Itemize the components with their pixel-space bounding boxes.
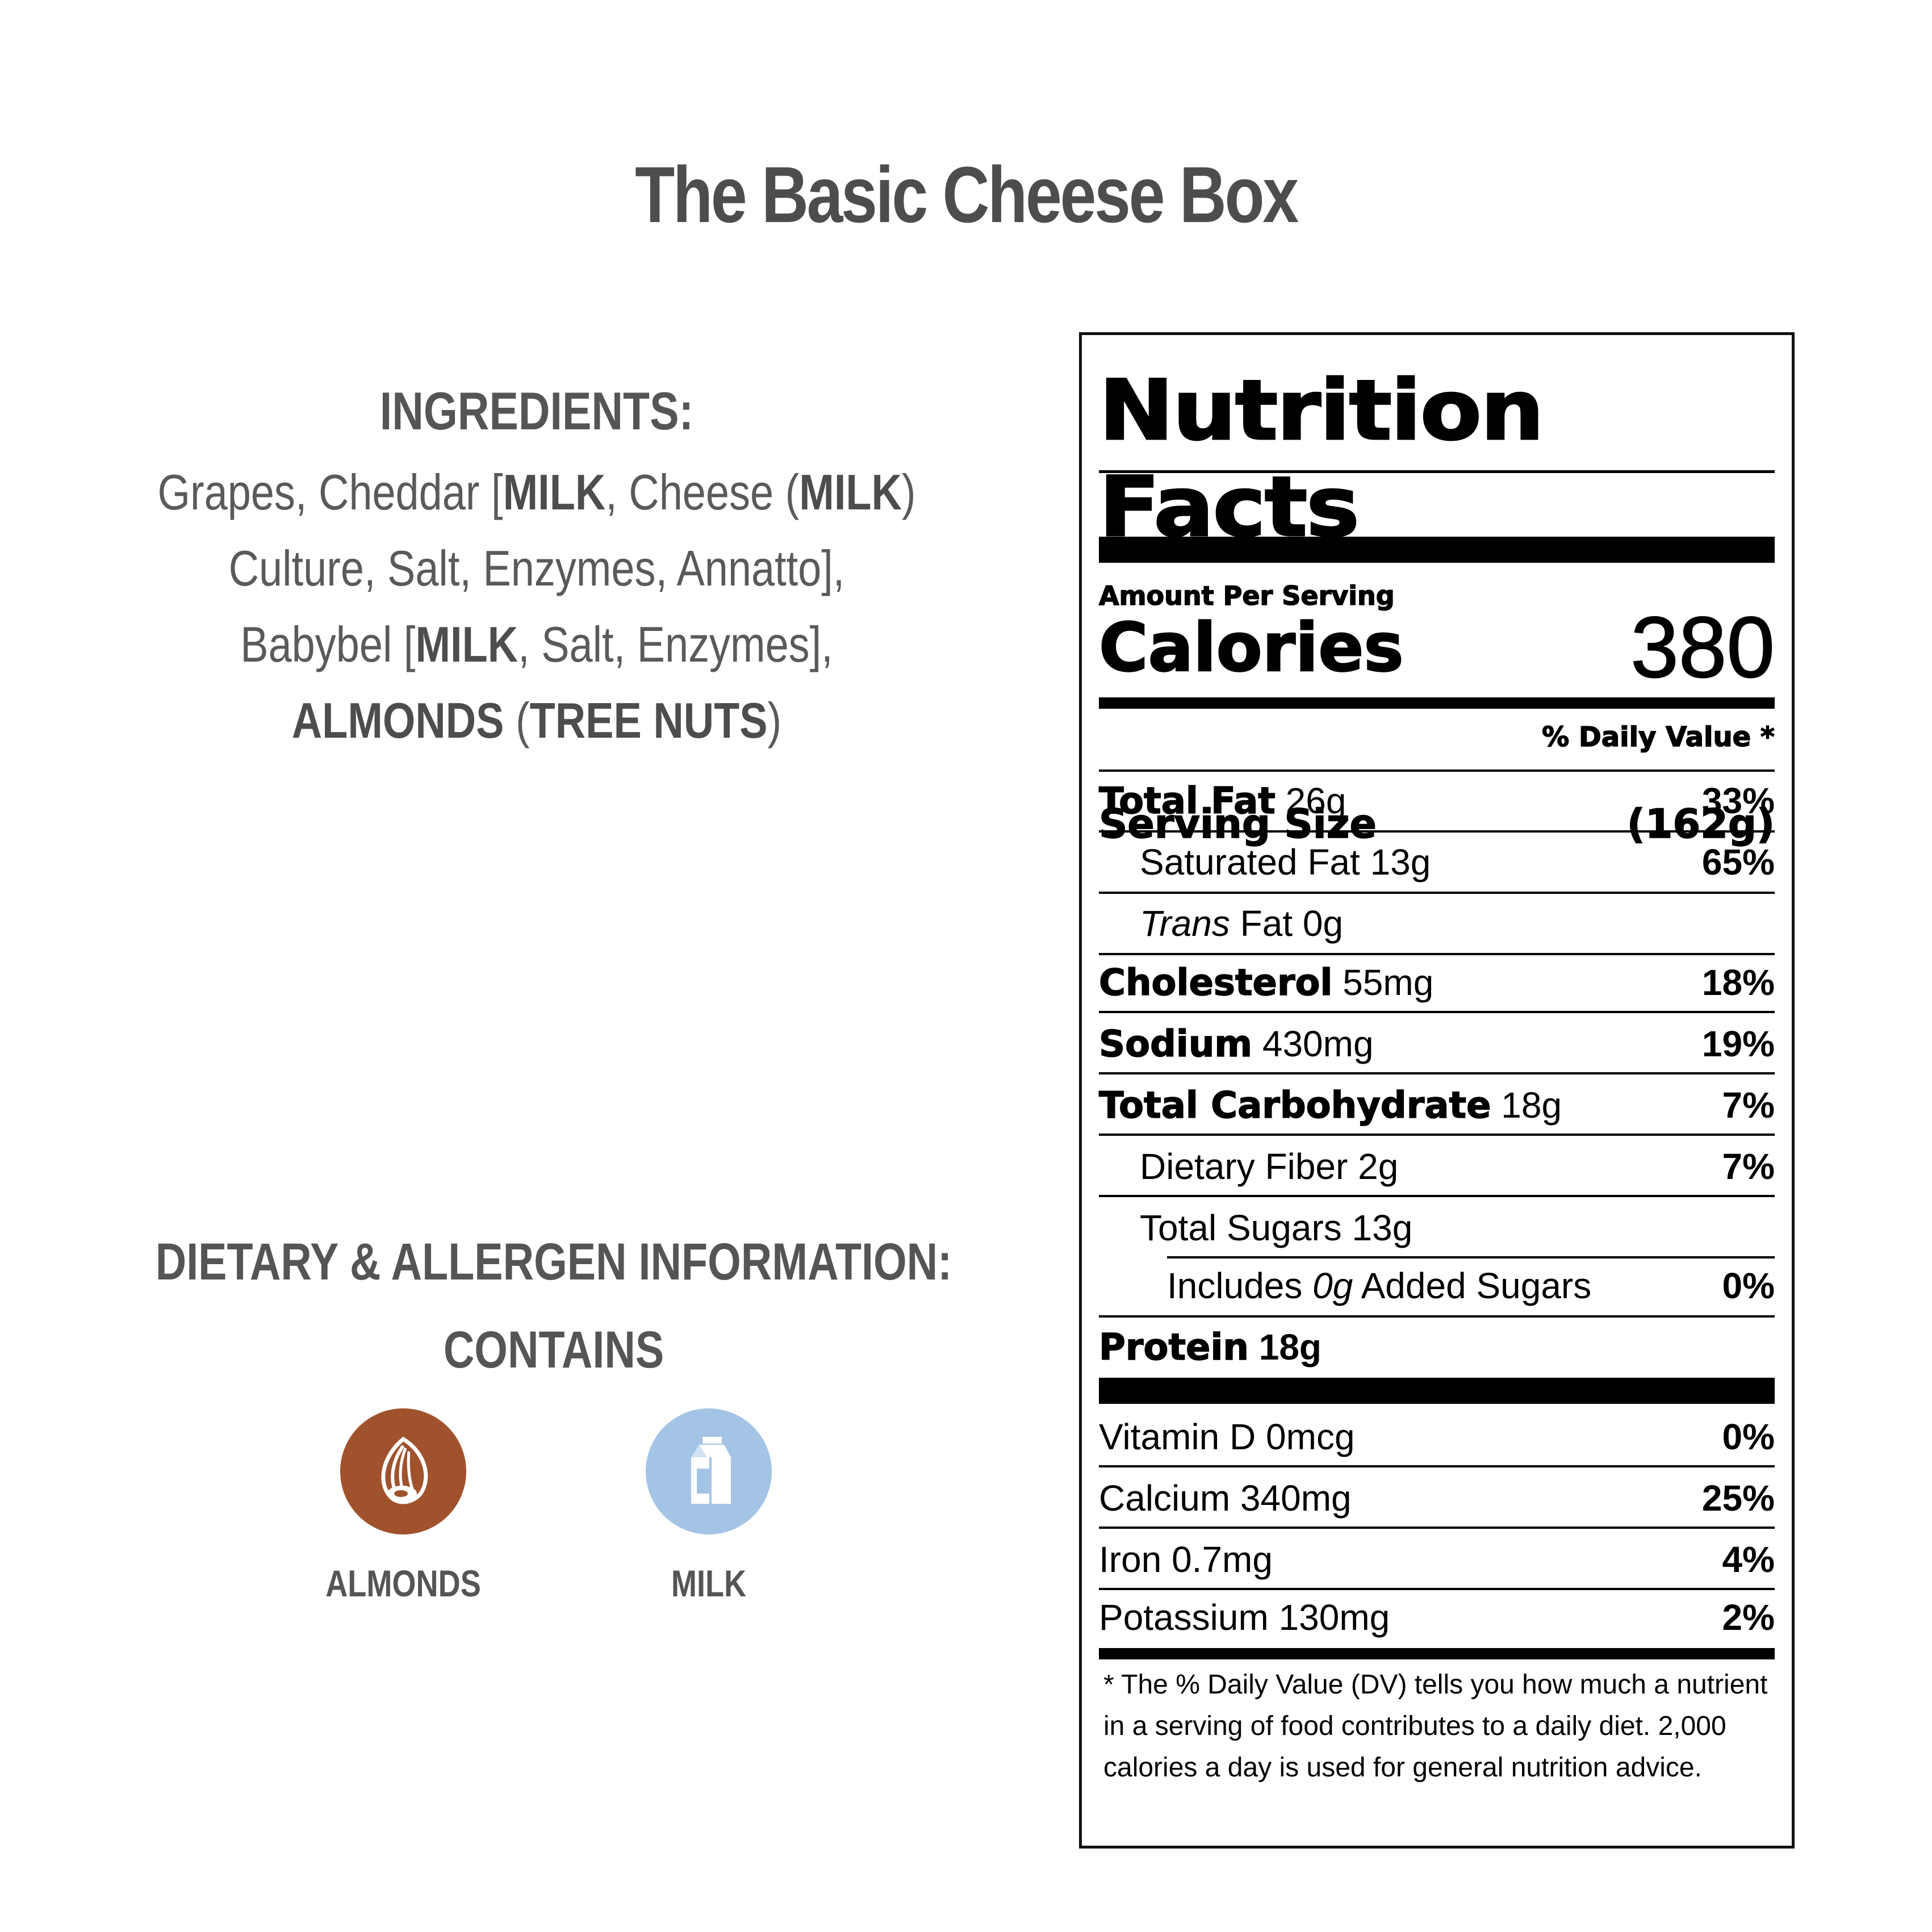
allergen-almonds: ALMONDS (284, 1408, 522, 1605)
nutrient-row-cholesterol: Cholesterol 55mg 18% (1098, 961, 1775, 1005)
divider (1099, 1072, 1775, 1074)
divider (1099, 1465, 1775, 1467)
ingredients-line-3: Babybel [MILK, Salt, Enzymes], (240, 616, 833, 672)
nutrient-row-dietary-fiber: Dietary Fiber 2g 7% (1140, 1146, 1775, 1187)
serving-size-value: (162g) (1626, 800, 1775, 848)
divider (1099, 1527, 1775, 1529)
daily-value-footnote: * The % Daily Value (DV) tells you how m… (1103, 1670, 1768, 1783)
vitamin-row-iron: Iron 0.7mg 4% (1099, 1539, 1775, 1580)
thick-divider (1099, 537, 1775, 563)
divider (1099, 1134, 1775, 1136)
divider (1099, 470, 1775, 473)
divider (1099, 1588, 1775, 1590)
nutrient-row-trans-fat: Trans Fat 0g (1140, 903, 1344, 944)
nutrition-facts-panel: Nutrition Facts Serving Size (162g) Amou… (1079, 332, 1795, 1849)
nutrient-row-sodium: Sodium 430mg 19% (1098, 1023, 1775, 1066)
product-title: The Basic Cheese Box (635, 150, 1299, 239)
nutrient-row-saturated-fat: Saturated Fat 13g 65% (1140, 842, 1775, 883)
nutrient-row-added-sugars: Includes 0g Added Sugars 0% (1167, 1265, 1775, 1306)
almond-icon (340, 1408, 466, 1534)
nutrient-row-total-carbohydrate: Total Carbohydrate 18g 7% (1098, 1084, 1775, 1127)
vitamin-row-calcium: Calcium 340mg 25% (1099, 1478, 1775, 1519)
divider (1099, 1195, 1775, 1197)
vitamin-row-potassium: Potassium 130mg 2% (1099, 1597, 1775, 1638)
ingredients-line-4: ALMONDS (TREE NUTS) (291, 692, 782, 748)
nutrient-row-protein: Protein 18g (1098, 1326, 1322, 1369)
medium-divider (1099, 697, 1775, 709)
nutrient-row-total-fat: Total Fat 26g 33% (1098, 780, 1775, 823)
medium-divider (1099, 1648, 1775, 1659)
divider (1099, 1315, 1775, 1318)
contains-heading: CONTAINS (443, 1321, 664, 1379)
calories-value: 380 (1630, 599, 1775, 696)
ingredients-line-1: Grapes, Cheddar [MILK, Cheese (MILK) (157, 464, 916, 520)
divider (1099, 892, 1775, 894)
allergen-label-milk: MILK (671, 1562, 747, 1604)
divider (1099, 1011, 1775, 1013)
vitamin-row-vitamin-d: Vitamin D 0mcg 0% (1099, 1416, 1775, 1457)
calories-row: Calories 380 (1098, 599, 1775, 696)
dietary-heading: DIETARY & ALLERGEN INFORMATION: (155, 1233, 952, 1291)
ingredients-line-2: Culture, Salt, Enzymes, Annatto], (228, 540, 845, 596)
nutrition-facts-title: Nutrition Facts (1098, 362, 1545, 557)
divider (1099, 953, 1775, 955)
serving-size-label: Serving Size (1098, 800, 1377, 848)
calories-label: Calories (1098, 608, 1404, 688)
serving-size-row: Serving Size (162g) (1098, 800, 1775, 848)
ingredients-list: Grapes, Cheddar [MILK, Cheese (MILK) Cul… (129, 454, 944, 759)
amount-per-serving: Amount Per Serving (1098, 580, 1395, 612)
divider (1167, 1256, 1775, 1258)
ingredients-heading: INGREDIENTS: (379, 381, 694, 441)
nutrient-row-total-sugars: Total Sugars 13g (1140, 1207, 1413, 1248)
allergen-label-almonds: ALMONDS (325, 1562, 481, 1604)
divider (1099, 830, 1775, 833)
divider (1099, 770, 1775, 772)
daily-value-header: % Daily Value * (1541, 721, 1775, 754)
thick-divider (1099, 1378, 1775, 1404)
milk-carton-icon (646, 1408, 772, 1534)
allergen-milk: MILK (589, 1408, 828, 1605)
